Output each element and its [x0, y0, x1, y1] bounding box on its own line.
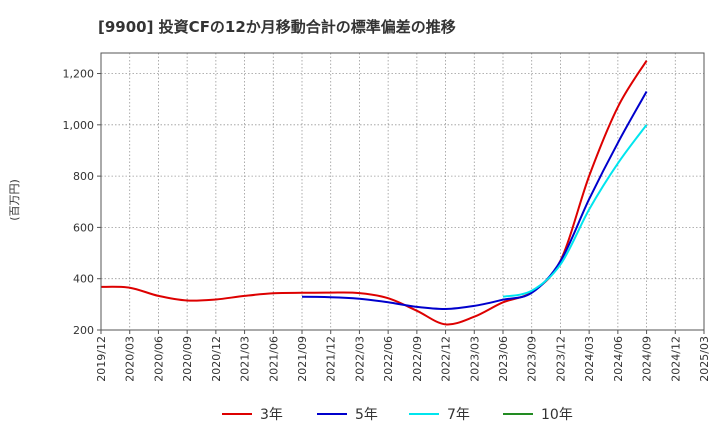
x-tick-label: 2025/03: [698, 336, 711, 382]
x-tick-label: 2022/09: [411, 336, 424, 382]
legend: 3年 5年 7年 10年: [222, 407, 573, 423]
y-axis-label: (百万円): [8, 179, 21, 221]
x-tick-label: 2021/12: [325, 336, 338, 382]
x-tick-label: 2022/03: [353, 336, 366, 382]
x-tick-label: 2020/03: [124, 336, 137, 382]
x-tick-label: 2023/12: [554, 336, 567, 382]
axes: 200 400 600 800 1,000 1,200 2019/12 2020/03 2020…: [63, 52, 711, 382]
plot-area: [101, 53, 704, 330]
x-tick-label: 2021/06: [267, 336, 280, 382]
grid: [100, 53, 705, 331]
x-tick-label: 2020/06: [152, 336, 165, 382]
x-tick-label: 2023/09: [526, 336, 539, 382]
x-tick-label: 2022/06: [382, 336, 395, 382]
x-tick-label: 2019/12: [95, 336, 108, 382]
plot-frame: [100, 52, 705, 331]
series-line-2: [502, 124, 648, 298]
y-tick-label: 400: [73, 273, 94, 286]
y-tick-label: 1,000: [63, 119, 95, 132]
series-lines: [100, 60, 648, 326]
x-tick-label: 2021/09: [296, 336, 309, 382]
x-tick-label: 2020/12: [210, 336, 223, 382]
x-tick-label: 2024/03: [583, 336, 596, 382]
x-tick-label: 2020/09: [181, 336, 194, 382]
legend-label: 10年: [541, 407, 573, 423]
legend-label: 5年: [355, 407, 378, 423]
x-tick-label: 2023/06: [497, 336, 510, 382]
x-tick-label: 2024/09: [641, 336, 654, 382]
x-tick-label: 2022/12: [440, 336, 453, 382]
x-tick-label: 2024/06: [612, 336, 625, 382]
legend-label: 7年: [447, 407, 470, 423]
legend-label: 3年: [260, 407, 283, 423]
series-line-1: [301, 91, 648, 311]
y-tick-label: 600: [73, 221, 94, 234]
x-tick-label: 2023/03: [468, 336, 481, 382]
y-tick-label: 200: [73, 324, 94, 337]
y-tick-label: 800: [73, 170, 94, 183]
y-tick-label: 1,200: [63, 68, 95, 81]
chart-title: [9900] 投資CFの12か月移動合計の標準偏差の推移: [98, 18, 456, 36]
plot-background: [101, 53, 704, 330]
x-tick-label: 2021/03: [239, 336, 252, 382]
x-tick-label: 2024/12: [669, 336, 682, 382]
